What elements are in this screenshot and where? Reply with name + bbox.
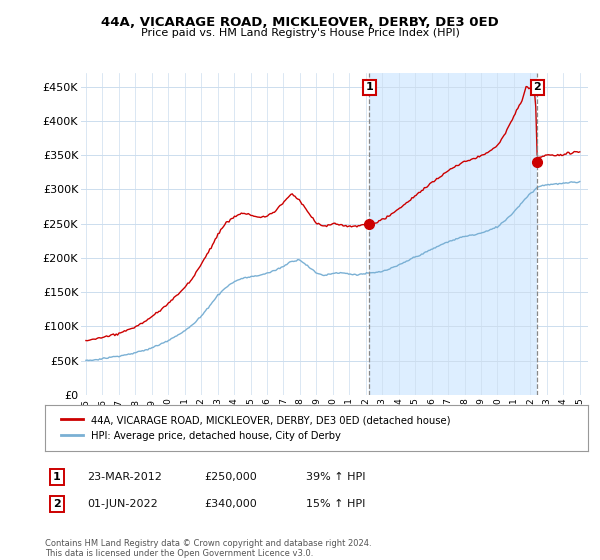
Text: 2: 2 (533, 82, 541, 92)
Text: 1: 1 (53, 472, 61, 482)
Text: £340,000: £340,000 (204, 499, 257, 509)
Text: 01-JUN-2022: 01-JUN-2022 (87, 499, 158, 509)
Text: 1: 1 (365, 82, 373, 92)
Text: 15% ↑ HPI: 15% ↑ HPI (306, 499, 365, 509)
Legend: 44A, VICARAGE ROAD, MICKLEOVER, DERBY, DE3 0ED (detached house), HPI: Average pr: 44A, VICARAGE ROAD, MICKLEOVER, DERBY, D… (55, 409, 457, 446)
Text: 2: 2 (53, 499, 61, 509)
Text: £250,000: £250,000 (204, 472, 257, 482)
Text: Price paid vs. HM Land Registry's House Price Index (HPI): Price paid vs. HM Land Registry's House … (140, 28, 460, 38)
Text: 44A, VICARAGE ROAD, MICKLEOVER, DERBY, DE3 0ED: 44A, VICARAGE ROAD, MICKLEOVER, DERBY, D… (101, 16, 499, 29)
Bar (370, 73, 537, 395)
Text: Contains HM Land Registry data © Crown copyright and database right 2024.
This d: Contains HM Land Registry data © Crown c… (45, 539, 371, 558)
Text: 23-MAR-2012: 23-MAR-2012 (87, 472, 162, 482)
Text: 39% ↑ HPI: 39% ↑ HPI (306, 472, 365, 482)
